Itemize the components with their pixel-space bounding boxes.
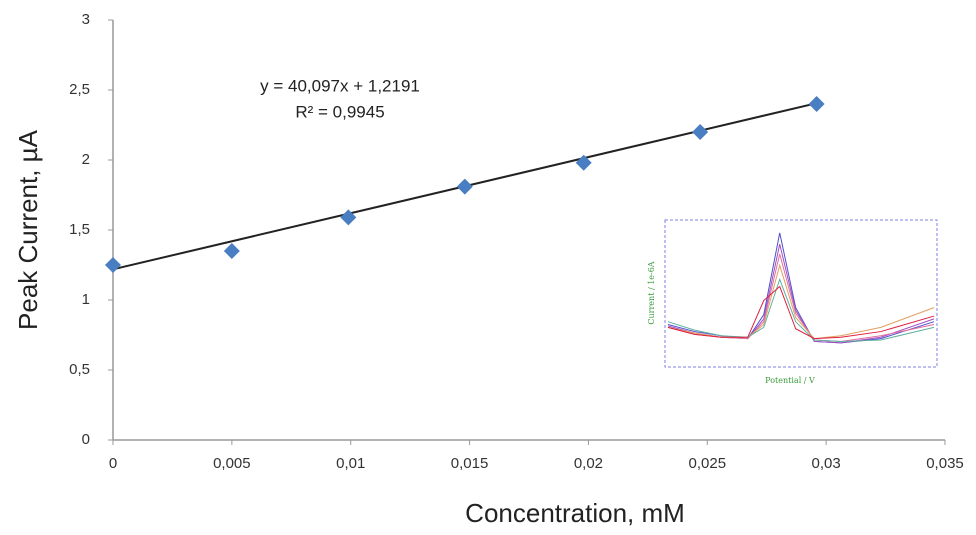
data-point: [105, 257, 121, 273]
inset-line: [667, 285, 935, 340]
x-tick-label: 0,025: [689, 455, 727, 472]
data-point: [456, 178, 473, 195]
inset-x-title: Potential / V: [765, 376, 815, 385]
r-squared: R² = 0,9945: [295, 102, 384, 121]
data-point: [340, 209, 357, 226]
y-tick-label: 0: [82, 431, 90, 448]
x-axis-title: Concentration, mM: [465, 498, 685, 528]
trend-equation: y = 40,097x + 1,2191: [260, 76, 420, 95]
x-tick-label: 0: [109, 455, 117, 472]
y-tick-label: 1: [82, 291, 90, 308]
x-tick-label: 0,015: [451, 455, 489, 472]
x-tick-label: 0,005: [213, 455, 251, 472]
inset-y-title: Current / 1e-6A: [647, 261, 656, 324]
data-point: [692, 124, 709, 140]
data-point: [808, 96, 825, 112]
x-tick-label: 0,01: [336, 455, 365, 472]
y-axis-title: Peak Current, µA: [13, 129, 43, 330]
inset-frame: [664, 219, 938, 368]
inset-line: [667, 277, 935, 342]
y-tick-label: 3: [82, 11, 90, 28]
data-point: [223, 243, 240, 259]
x-tick-label: 0,035: [926, 455, 964, 472]
x-tick-label: 0,03: [812, 455, 841, 472]
x-tick-label: 0,02: [574, 455, 603, 472]
data-point: [575, 154, 592, 171]
y-tick-label: 2: [82, 151, 90, 168]
y-tick-label: 1,5: [69, 221, 90, 238]
y-tick-label: 0,5: [69, 361, 90, 378]
y-tick-label: 2,5: [69, 81, 90, 98]
